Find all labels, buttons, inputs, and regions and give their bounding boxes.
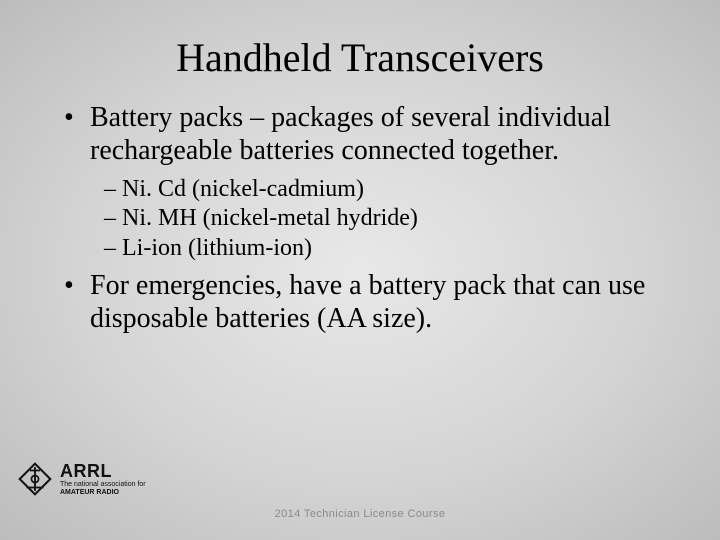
logo: ARRL The national association for AMATEU… <box>18 462 146 496</box>
sub-bullet-list: Ni. Cd (nickel-cadmium) Ni. MH (nickel-m… <box>104 175 660 263</box>
bullet-text: For emergencies, have a battery pack tha… <box>90 270 645 334</box>
logo-tagline: The national association for AMATEUR RAD… <box>60 481 146 496</box>
bullet-item: Battery packs – packages of several indi… <box>60 101 660 263</box>
slide-body: Battery packs – packages of several indi… <box>0 89 720 335</box>
sub-bullet-item: Li-ion (lithium-ion) <box>104 234 660 263</box>
logo-tagline-line2: AMATEUR RADIO <box>60 489 119 496</box>
sub-bullet-text: Ni. Cd (nickel-cadmium) <box>122 176 364 202</box>
logo-brand: ARRL <box>60 462 146 480</box>
sub-bullet-item: Ni. MH (nickel-metal hydride) <box>104 204 660 233</box>
bullet-item: For emergencies, have a battery pack tha… <box>60 269 660 335</box>
sub-bullet-text: Li-ion (lithium-ion) <box>122 235 312 261</box>
sub-bullet-item: Ni. Cd (nickel-cadmium) <box>104 175 660 204</box>
logo-tagline-line1: The national association for <box>60 481 146 488</box>
bullet-list: Battery packs – packages of several indi… <box>60 101 660 335</box>
slide-title: Handheld Transceivers <box>0 0 720 89</box>
slide: Handheld Transceivers Battery packs – pa… <box>0 0 720 540</box>
sub-bullet-text: Ni. MH (nickel-metal hydride) <box>122 205 418 231</box>
bullet-text: Battery packs – packages of several indi… <box>90 102 611 166</box>
logo-text: ARRL The national association for AMATEU… <box>60 462 146 496</box>
slide-footer: 2014 Technician License Course <box>0 508 720 520</box>
arrl-diamond-icon <box>18 462 52 496</box>
